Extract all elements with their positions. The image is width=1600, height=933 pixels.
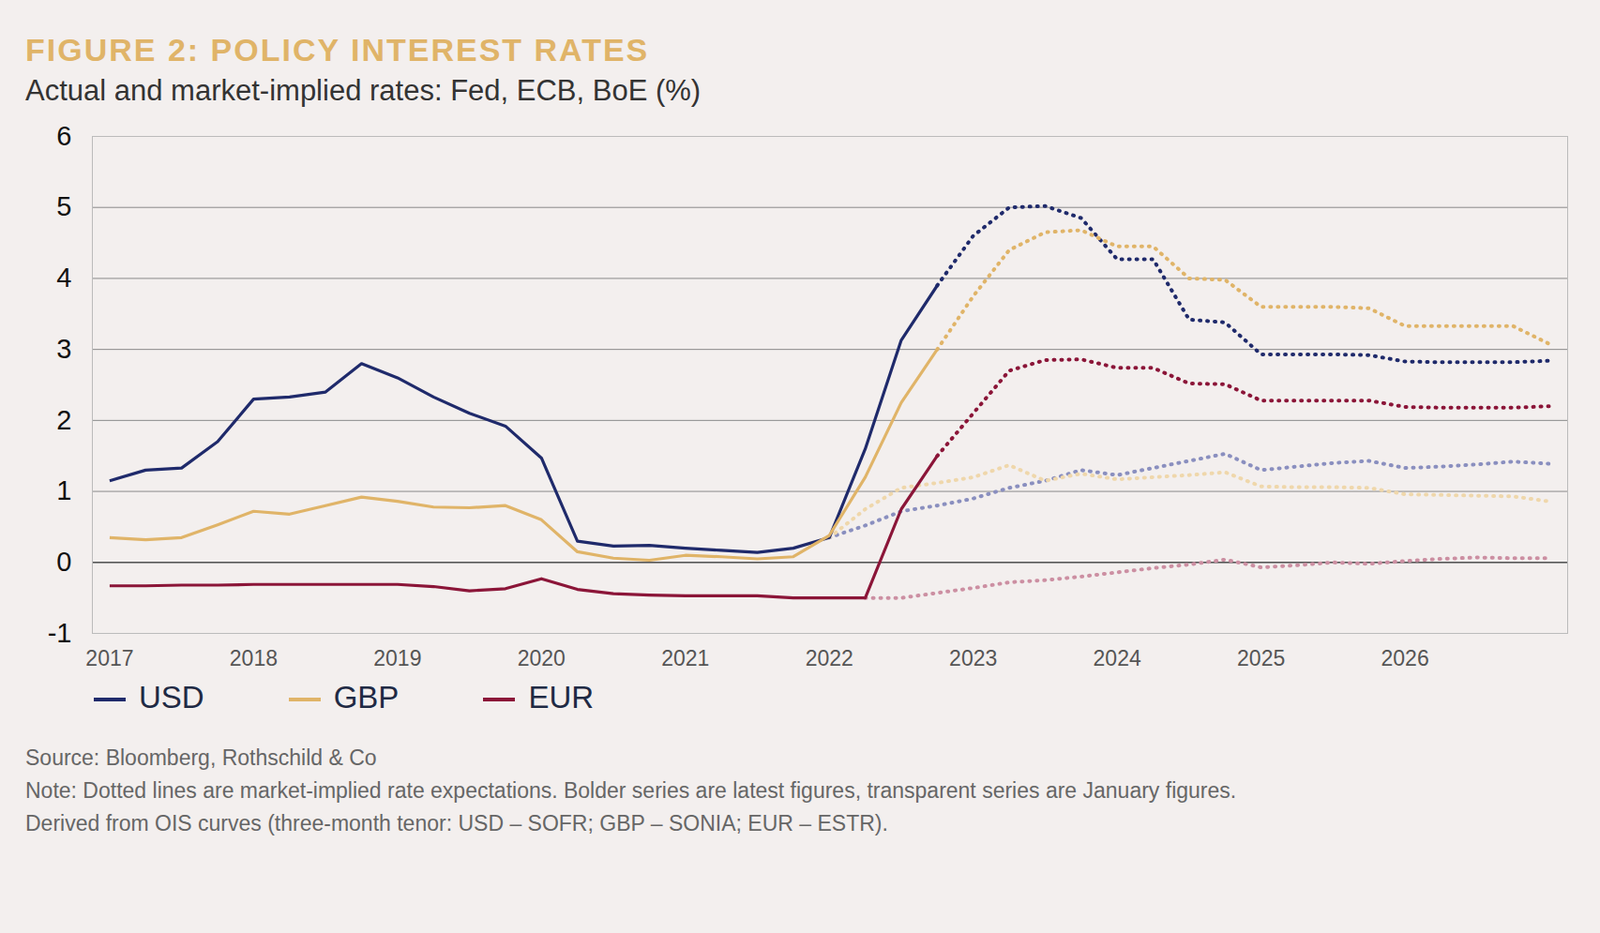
svg-text:2023: 2023 [949,646,997,671]
html-text:Actual and market-implied rate: Actual and market-implied rates: Fed, EC… [25,74,701,107]
svg-text:5: 5 [56,191,72,222]
html-text:Source: Bloomberg, Rothschild: Source: Bloomberg, Rothschild & Co [25,745,377,770]
html-text:Derived from OIS curves (three: Derived from OIS curves (three-month ten… [25,811,888,836]
svg-text:2017: 2017 [85,646,134,671]
svg-text:2026: 2026 [1381,646,1430,671]
html-text:GBP: GBP [333,679,399,715]
html-text:EUR: EUR [528,679,594,715]
svg-text:2024: 2024 [1093,646,1142,671]
svg-text:6: 6 [56,120,72,151]
svg-text:2: 2 [56,405,72,436]
html-text:USD: USD [138,679,205,715]
html-text:Note: Dotted lines are market-: Note: Dotted lines are market-implied ra… [25,778,1237,803]
svg-text:4: 4 [56,262,72,293]
svg-text:2022: 2022 [805,646,854,671]
svg-text:2018: 2018 [229,646,278,671]
html-text:FIGURE 2: POLICY INTEREST RATE: FIGURE 2: POLICY INTEREST RATES [25,31,650,68]
svg-text:2019: 2019 [373,646,422,671]
svg-text:2020: 2020 [517,646,566,671]
svg-text:-1: -1 [47,618,73,649]
svg-text:0: 0 [56,546,72,577]
svg-text:2025: 2025 [1237,646,1285,671]
svg-text:2021: 2021 [661,646,710,671]
svg-text:1: 1 [56,475,72,506]
svg-text:3: 3 [56,333,72,364]
